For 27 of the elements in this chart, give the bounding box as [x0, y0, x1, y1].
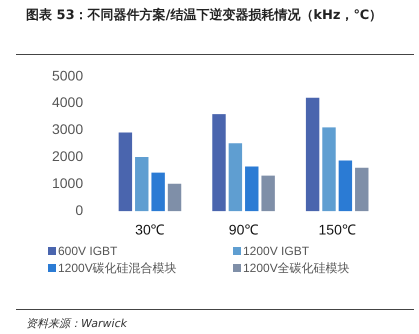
bar	[245, 166, 258, 212]
y-tick-label: 3000	[52, 121, 84, 138]
y-tick-label: 5000	[52, 67, 84, 84]
bar	[338, 160, 352, 212]
y-tick-label: 1000	[52, 175, 84, 192]
bar	[306, 98, 320, 212]
bar	[168, 184, 182, 212]
chart-title: 图表 53：不同器件方案/结温下逆变器损耗情况（kHz，℃）	[26, 6, 382, 24]
legend-label: 1200V碳化硅混合模块	[57, 260, 178, 277]
x-tick-label: 30℃	[135, 221, 165, 238]
bar	[355, 168, 368, 212]
bar	[261, 176, 275, 212]
bar	[212, 114, 226, 212]
text: 资料来源：Warwick	[26, 316, 128, 331]
x-tick-label: 90℃	[228, 221, 258, 238]
y-tick-label: 2000	[52, 148, 84, 164]
bar	[118, 132, 132, 212]
bar	[322, 127, 336, 212]
x-tick-label: 150℃	[318, 221, 356, 238]
legend-label: 1200V IGBT	[242, 244, 310, 258]
bar	[135, 157, 148, 212]
bar	[228, 143, 242, 212]
y-tick-label: 0	[75, 202, 84, 218]
bar	[151, 172, 165, 212]
legend-label: 1200V全碳化硅模块	[242, 260, 351, 277]
legend-label: 600V IGBT	[57, 244, 118, 258]
y-tick-label: 4000	[52, 94, 84, 110]
